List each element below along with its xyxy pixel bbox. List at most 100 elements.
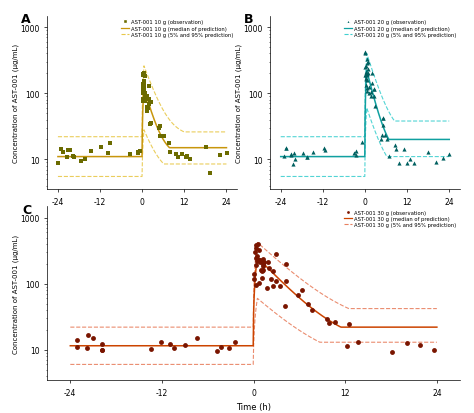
Point [206,171,214,177]
Point [403,160,410,166]
Point [182,342,189,349]
Point [361,50,369,56]
Point [424,149,432,156]
Point [69,153,76,160]
Point [264,285,271,292]
Point [432,159,440,166]
Point [140,97,147,104]
Point [257,267,265,273]
Point [174,154,182,161]
Point [362,76,370,83]
Point [136,149,144,155]
Point [157,339,164,345]
Point [77,159,85,165]
Point [363,69,370,76]
Point [146,99,154,106]
Point [252,261,260,268]
Point [365,91,373,97]
Point [280,153,287,160]
Point [365,71,372,77]
Point [202,145,210,151]
Point [406,157,414,163]
Point [290,150,297,157]
Point [379,115,386,122]
Point [139,85,146,92]
Point [252,245,260,252]
Point [259,263,266,270]
Point [140,79,147,86]
Point [106,140,113,147]
Text: A: A [21,13,30,26]
Point [186,157,194,164]
Point [368,81,376,88]
Point [144,94,151,100]
Point [304,301,311,307]
Point [258,268,265,275]
Point [430,347,438,353]
Legend: AST-001 20 g (observation), AST-001 20 g (median of prediction), AST-001 20 g (5: AST-001 20 g (observation), AST-001 20 g… [343,19,457,39]
Point [139,71,146,78]
Text: C: C [23,203,32,216]
Point [141,73,149,80]
Point [250,271,257,278]
Point [381,133,389,140]
Point [385,153,392,160]
Point [156,123,164,130]
Point [64,147,72,154]
Point [126,151,134,158]
Point [104,150,112,157]
Point [254,253,261,260]
Point [355,339,362,346]
Point [282,303,289,310]
Point [365,85,373,91]
Point [139,73,146,80]
Point [134,150,142,157]
Point [362,51,369,57]
Y-axis label: Concentration of AST-001 (μg/mL): Concentration of AST-001 (μg/mL) [12,234,19,353]
Point [143,95,151,102]
Point [363,72,370,78]
Point [225,344,233,351]
Point [358,140,366,146]
Point [377,137,385,143]
Point [370,93,377,100]
Point [303,154,311,161]
Point [325,320,333,327]
Point [97,144,105,151]
Point [362,72,370,78]
Point [98,341,106,347]
Y-axis label: Concentration of AST-001 (μg/mL): Concentration of AST-001 (μg/mL) [12,44,19,163]
Point [370,86,377,93]
Legend: AST-001 10 g (observation), AST-001 10 g (median of prediction), AST-001 10 g (5: AST-001 10 g (observation), AST-001 10 g… [120,19,234,39]
Point [364,89,371,95]
Point [410,160,418,166]
Point [139,88,147,95]
Point [309,149,317,155]
Point [253,282,260,289]
Point [252,256,259,262]
Point [156,133,164,140]
Point [446,151,453,158]
Point [73,337,81,344]
Point [166,340,174,347]
Point [343,343,351,350]
Point [361,72,369,79]
Point [251,249,259,256]
Point [84,332,91,339]
Point [282,145,290,152]
Point [287,153,295,159]
Point [331,319,339,325]
Point [416,342,423,349]
Point [350,150,357,157]
Point [139,98,146,104]
Point [299,151,307,157]
Point [365,66,372,73]
Point [155,125,163,132]
Point [287,151,295,157]
Point [309,307,316,313]
Y-axis label: Concentration of AST-001 (μg/mL): Concentration of AST-001 (μg/mL) [235,44,242,163]
Point [224,150,231,157]
Point [255,280,263,286]
Point [60,149,67,156]
Point [254,241,262,248]
